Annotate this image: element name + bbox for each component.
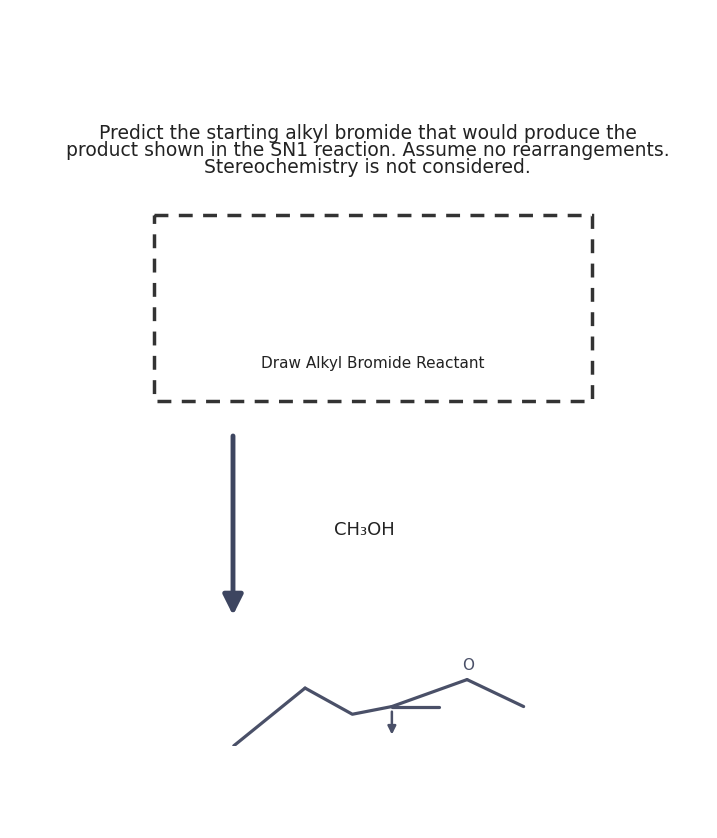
Bar bbox=[154, 215, 592, 401]
Text: CH₃OH: CH₃OH bbox=[334, 521, 395, 539]
Text: Stereochemistry is not considered.: Stereochemistry is not considered. bbox=[204, 158, 531, 177]
Text: Predict the starting alkyl bromide that would produce the: Predict the starting alkyl bromide that … bbox=[98, 124, 637, 142]
Text: O: O bbox=[462, 659, 475, 674]
Text: product shown in the SN1 reaction. Assume no rearrangements.: product shown in the SN1 reaction. Assum… bbox=[66, 141, 669, 159]
Text: Draw Alkyl Bromide Reactant: Draw Alkyl Bromide Reactant bbox=[261, 356, 485, 371]
